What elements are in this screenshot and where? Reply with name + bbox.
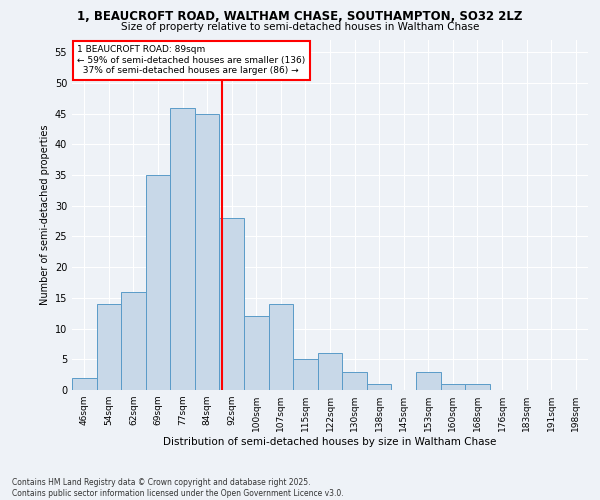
Bar bbox=[342, 372, 367, 390]
Text: Size of property relative to semi-detached houses in Waltham Chase: Size of property relative to semi-detach… bbox=[121, 22, 479, 32]
Bar bbox=[367, 384, 391, 390]
Bar bbox=[318, 353, 342, 390]
Bar bbox=[72, 378, 97, 390]
Bar bbox=[170, 108, 195, 390]
Bar bbox=[97, 304, 121, 390]
Text: Contains HM Land Registry data © Crown copyright and database right 2025.
Contai: Contains HM Land Registry data © Crown c… bbox=[12, 478, 344, 498]
Bar bbox=[195, 114, 220, 390]
Bar bbox=[121, 292, 146, 390]
Text: 1 BEAUCROFT ROAD: 89sqm
← 59% of semi-detached houses are smaller (136)
  37% of: 1 BEAUCROFT ROAD: 89sqm ← 59% of semi-de… bbox=[77, 46, 305, 75]
Bar bbox=[220, 218, 244, 390]
Text: 1, BEAUCROFT ROAD, WALTHAM CHASE, SOUTHAMPTON, SO32 2LZ: 1, BEAUCROFT ROAD, WALTHAM CHASE, SOUTHA… bbox=[77, 10, 523, 23]
Bar bbox=[244, 316, 269, 390]
X-axis label: Distribution of semi-detached houses by size in Waltham Chase: Distribution of semi-detached houses by … bbox=[163, 437, 497, 447]
Bar bbox=[465, 384, 490, 390]
Y-axis label: Number of semi-detached properties: Number of semi-detached properties bbox=[40, 124, 50, 305]
Bar bbox=[269, 304, 293, 390]
Bar bbox=[440, 384, 465, 390]
Bar bbox=[416, 372, 440, 390]
Bar bbox=[293, 360, 318, 390]
Bar bbox=[146, 175, 170, 390]
